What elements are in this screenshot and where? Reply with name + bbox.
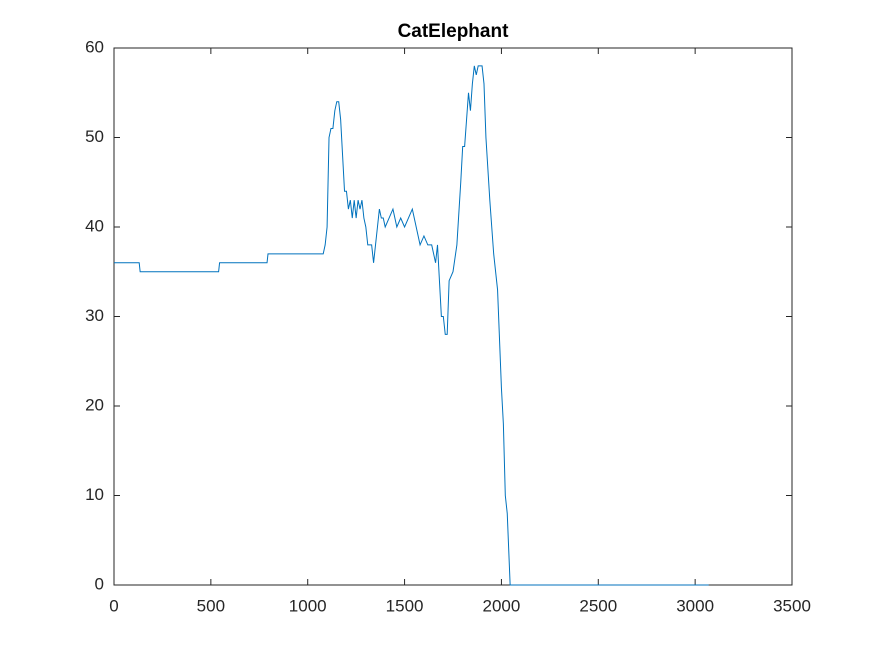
y-tick-label: 10 xyxy=(85,485,104,504)
x-tick-label: 0 xyxy=(109,596,118,615)
data-line xyxy=(114,65,709,586)
y-tick-label: 50 xyxy=(85,127,104,146)
y-tick-label: 60 xyxy=(85,37,104,56)
y-tick-label: 0 xyxy=(95,574,104,593)
x-tick-label: 1000 xyxy=(289,596,327,615)
y-tick-label: 20 xyxy=(85,395,104,414)
y-tick-label: 40 xyxy=(85,216,104,235)
x-tick-label: 2500 xyxy=(579,596,617,615)
x-tick-label: 500 xyxy=(197,596,225,615)
chart-title: CatElephant xyxy=(398,21,510,42)
plot-area xyxy=(113,47,793,586)
x-tick-label: 3000 xyxy=(676,596,714,615)
x-tick-label: 3500 xyxy=(773,596,811,615)
x-tick-label: 2000 xyxy=(483,596,521,615)
x-tick-label: 1500 xyxy=(386,596,424,615)
y-tick-label: 30 xyxy=(85,306,104,325)
